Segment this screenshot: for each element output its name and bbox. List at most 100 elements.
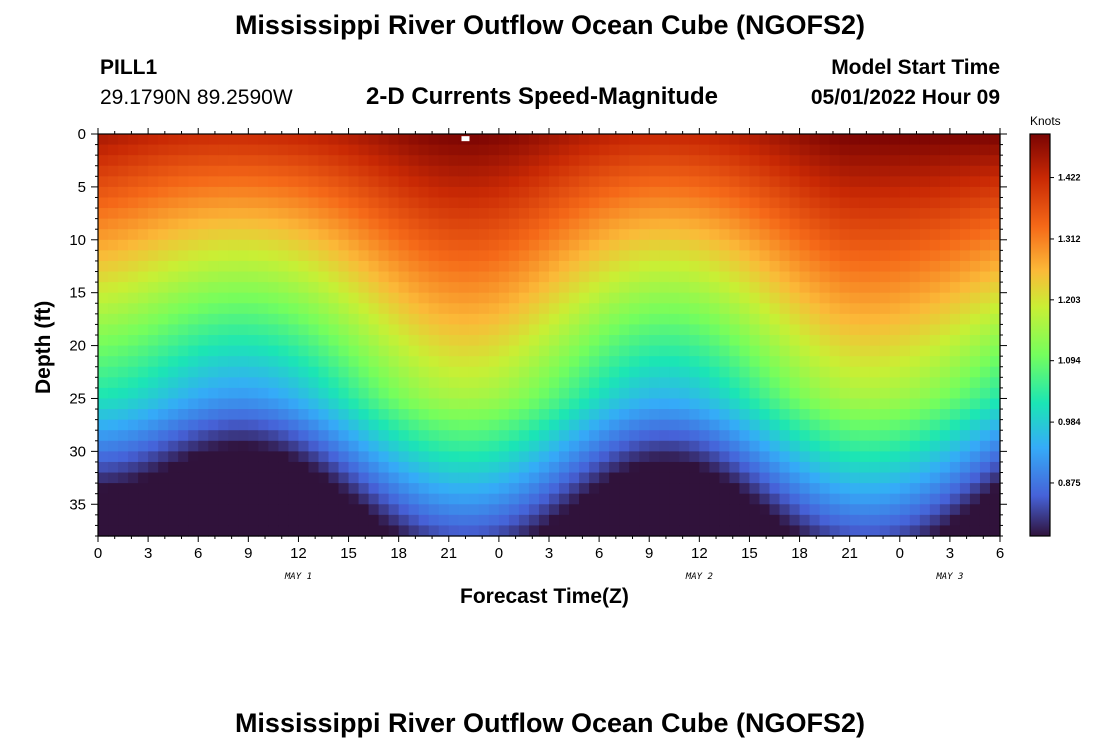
heat-cell [709, 176, 720, 188]
heat-cell [338, 356, 350, 368]
heat-cell [619, 472, 630, 484]
heat-cell [408, 409, 420, 421]
heat-cell [679, 239, 690, 251]
heat-cell [128, 313, 139, 326]
heat-cell [659, 345, 670, 357]
heat-cell [789, 165, 801, 177]
heat-cell [268, 282, 279, 294]
heat-cell [448, 176, 460, 188]
heat-cell [549, 313, 560, 326]
heat-cell [799, 440, 811, 452]
heat-cell [599, 483, 610, 495]
heat-cell [328, 525, 340, 537]
heat-cell [108, 430, 119, 442]
heat-cell [909, 472, 921, 484]
heat-cell [488, 483, 500, 495]
heat-cell [819, 377, 831, 389]
heat-cell [979, 430, 991, 442]
heat-cell [829, 229, 841, 241]
heat-cell [208, 419, 219, 431]
heat-cell [538, 208, 550, 220]
heat-cell [328, 483, 340, 495]
heat-cell [909, 398, 921, 410]
heat-cell [889, 472, 901, 484]
heat-cell [488, 356, 500, 368]
heat-cell [468, 514, 480, 527]
heat-cell [979, 271, 991, 283]
heat-cell [508, 271, 520, 283]
heat-cell [518, 345, 530, 357]
heat-cell [959, 451, 971, 463]
heat-cell [899, 176, 911, 188]
heat-cell [338, 292, 350, 304]
heat-cell [308, 155, 320, 167]
heat-cell [879, 430, 891, 442]
heat-cell [488, 398, 500, 410]
heat-cell [188, 504, 199, 516]
heat-cell [528, 419, 540, 431]
heat-cell [819, 155, 831, 167]
heat-cell [709, 229, 720, 241]
heat-cell [859, 461, 871, 474]
heat-cell [238, 155, 249, 167]
heat-cell [809, 239, 821, 251]
heat-cell [969, 134, 981, 146]
heat-cell [739, 440, 751, 452]
heat-cell [108, 218, 119, 230]
heat-cell [248, 451, 259, 463]
heat-cell [899, 239, 911, 251]
heat-cell [458, 313, 470, 326]
heat-cell [889, 176, 901, 188]
heat-cell [609, 419, 620, 431]
heat-cell [148, 229, 159, 241]
heat-cell [579, 430, 590, 442]
heat-cell [138, 144, 149, 156]
heat-cell [679, 514, 690, 527]
heat-cell [879, 377, 891, 389]
heat-cell [669, 493, 680, 505]
heat-cell [498, 356, 510, 368]
heat-cell [208, 313, 219, 326]
heat-cell [508, 504, 520, 516]
heat-cell [148, 387, 159, 400]
heat-cell [859, 197, 871, 209]
heat-cell [719, 239, 730, 251]
heat-cell [949, 493, 961, 505]
heat-cell [889, 303, 901, 315]
heat-cell [879, 239, 891, 251]
heat-cell [178, 176, 189, 188]
heat-cell [609, 525, 620, 537]
heat-cell [398, 303, 410, 315]
heat-cell [569, 430, 580, 442]
heat-cell [879, 472, 891, 484]
heat-cell [218, 197, 229, 209]
heat-cell [378, 292, 390, 304]
heat-cell [458, 218, 470, 230]
heat-cell [378, 356, 390, 368]
heat-cell [599, 239, 610, 251]
heat-cell [408, 250, 420, 262]
heat-cell [98, 504, 109, 516]
heat-cell [358, 229, 370, 241]
heat-cell [168, 229, 179, 241]
heat-cell [699, 461, 710, 474]
heat-cell [689, 250, 700, 262]
heat-cell [398, 155, 410, 167]
heat-cell [659, 398, 670, 410]
heat-cell [649, 218, 660, 230]
heat-cell [679, 440, 690, 452]
heat-cell [789, 461, 801, 474]
heat-cell [538, 165, 550, 177]
heat-cell [358, 419, 370, 431]
heat-cell [969, 472, 981, 484]
heat-cell [508, 239, 520, 251]
heat-cell [739, 398, 751, 410]
heat-cell [308, 504, 320, 516]
heat-cell [579, 366, 590, 378]
heat-cell [559, 260, 570, 273]
heat-cell [368, 472, 380, 484]
heat-cell [488, 250, 500, 262]
heat-cell [989, 271, 1001, 283]
heat-cell [959, 398, 971, 410]
heat-cell [859, 483, 871, 495]
